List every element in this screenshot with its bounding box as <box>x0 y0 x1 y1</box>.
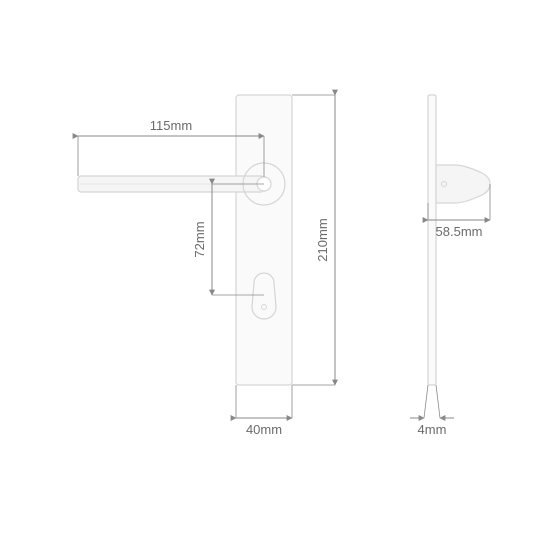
dim-handle-projection-label: 58.5mm <box>436 224 483 239</box>
dim-side-thickness-label: 4mm <box>418 422 447 437</box>
dim-plate-width-label: 40mm <box>246 422 282 437</box>
side-handle-profile <box>436 165 490 203</box>
dim-spindle-key-label: 72mm <box>192 221 207 257</box>
dimension-drawing: 115mm 210mm 72mm 40mm 4mm 58.5mm <box>0 0 560 560</box>
dim-plate-height-label: 210mm <box>315 218 330 261</box>
side-backplate <box>428 95 436 385</box>
dim-handle-length-label: 115mm <box>150 118 192 133</box>
